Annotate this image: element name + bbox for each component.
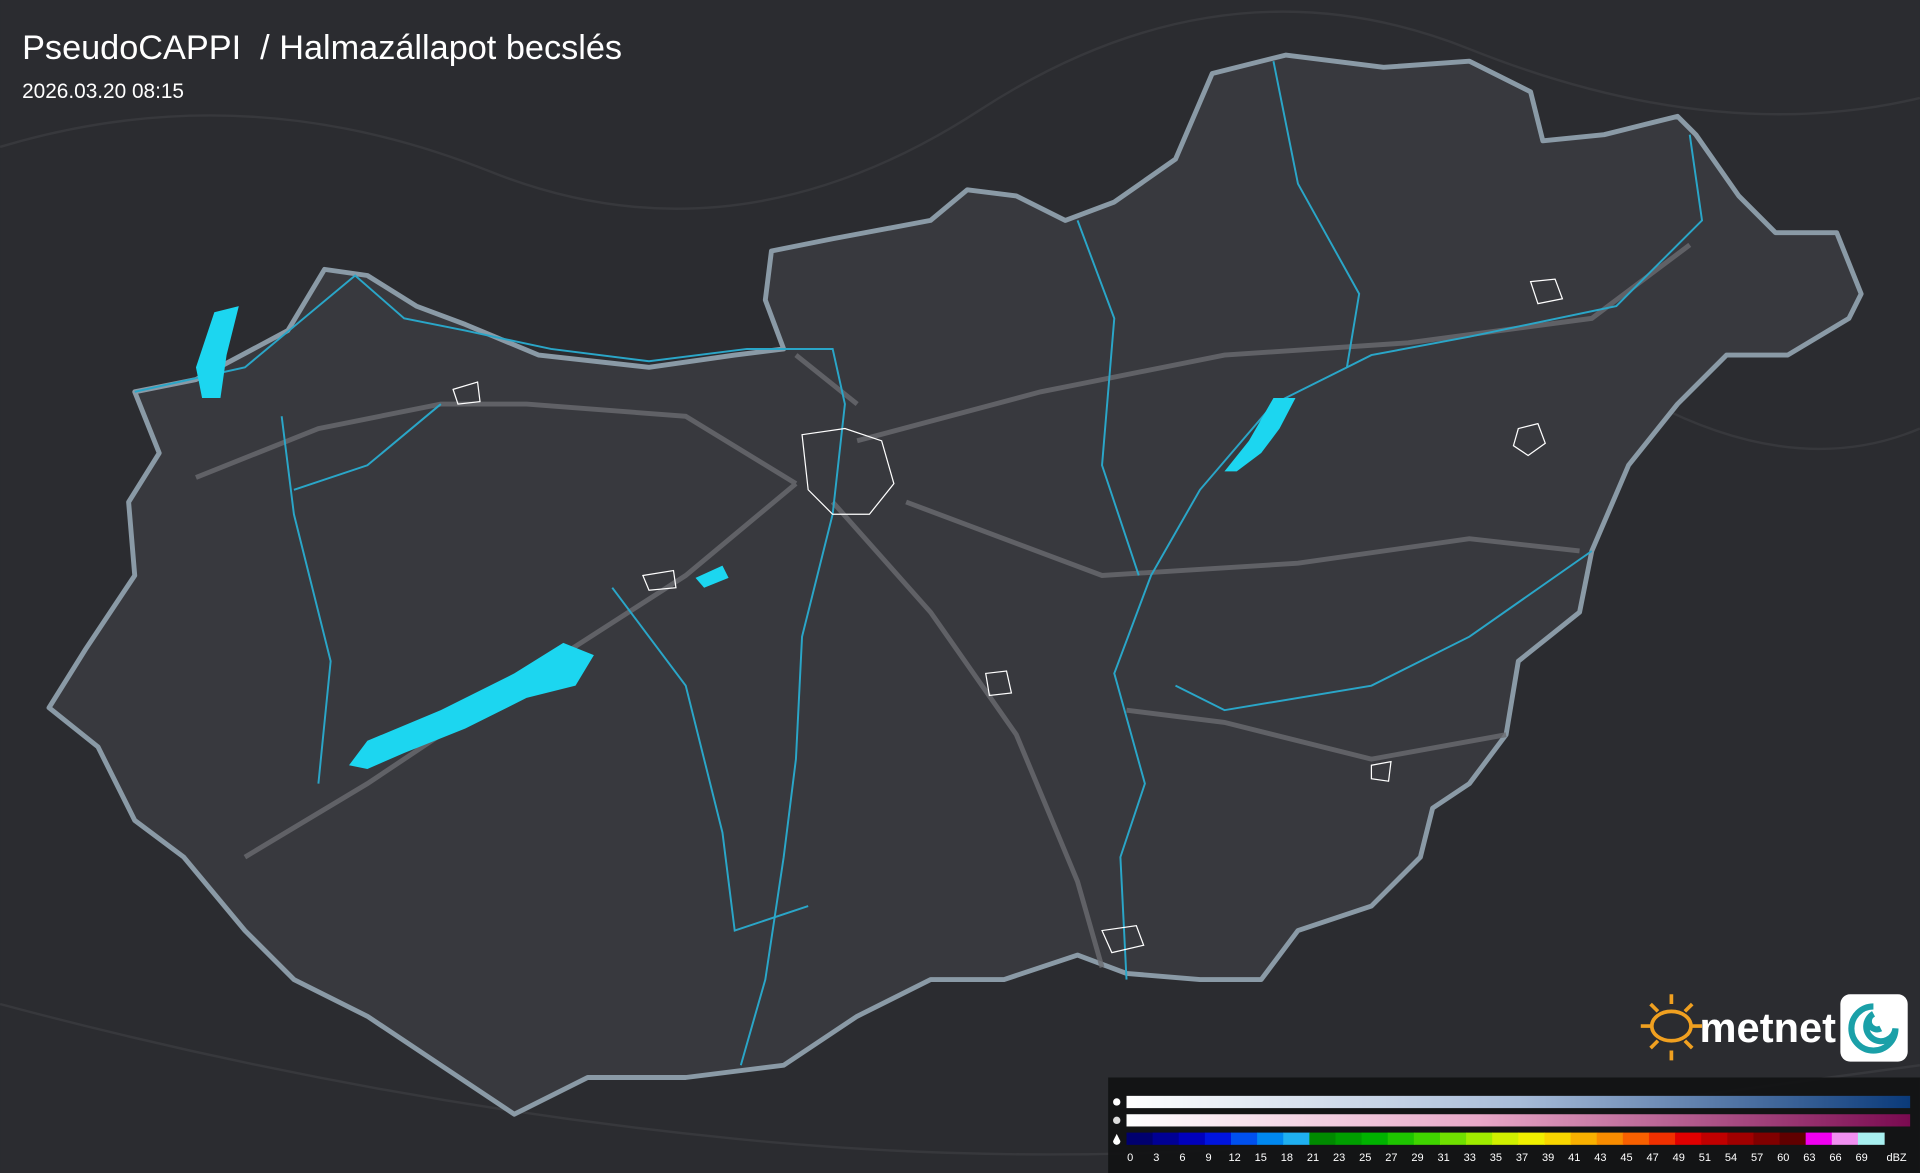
- legend-label: 49: [1673, 1152, 1685, 1164]
- rain-swatch: [1596, 1132, 1624, 1145]
- country-shape: [46, 52, 1864, 1117]
- legend-label: 12: [1229, 1152, 1241, 1164]
- rain-swatch: [1648, 1132, 1676, 1145]
- rain-swatch: [1439, 1132, 1467, 1145]
- town-outlines: [452, 278, 1564, 954]
- legend-label: 23: [1333, 1152, 1345, 1164]
- snow-icon: [1113, 1098, 1121, 1106]
- rain-swatch: [1204, 1132, 1232, 1145]
- legend-label: 41: [1568, 1152, 1580, 1164]
- legend-label: 6: [1179, 1152, 1185, 1164]
- rain-swatch: [1283, 1132, 1310, 1145]
- rain-swatch: [1753, 1132, 1781, 1145]
- brand-name: metnet: [1700, 1004, 1837, 1051]
- rain-swatch: [1178, 1132, 1206, 1145]
- mixed-scale: [1126, 1114, 1911, 1127]
- rain-swatch: [1335, 1132, 1363, 1145]
- rain-swatch: [1805, 1132, 1833, 1145]
- snow-scale: [1126, 1095, 1911, 1109]
- legend-label: 51: [1699, 1152, 1711, 1164]
- mixed-icon: [1113, 1116, 1121, 1125]
- legend-unit: dBZ: [1886, 1152, 1906, 1164]
- legend-label: 27: [1385, 1152, 1397, 1164]
- rain-swatch: [1413, 1132, 1441, 1145]
- rain-swatch: [1727, 1132, 1755, 1145]
- legend-label: 15: [1255, 1152, 1267, 1164]
- legend-label: 54: [1725, 1152, 1737, 1164]
- rain-swatch: [1518, 1132, 1546, 1145]
- legend-label: 57: [1751, 1152, 1763, 1164]
- legend-label: 45: [1620, 1152, 1632, 1164]
- rain-icon: [1113, 1133, 1121, 1145]
- legend-label: 25: [1359, 1152, 1371, 1164]
- legend-label: 31: [1438, 1152, 1450, 1164]
- rain-swatch: [1126, 1132, 1154, 1145]
- rain-swatch: [1466, 1132, 1493, 1145]
- rivers: [134, 61, 1704, 1066]
- legend-label: 35: [1490, 1152, 1502, 1164]
- legend-label: 69: [1855, 1152, 1867, 1164]
- legend-label: 3: [1153, 1152, 1159, 1164]
- rain-swatch: [1492, 1132, 1519, 1145]
- legend-label: 21: [1307, 1152, 1319, 1164]
- rain-swatch: [1570, 1132, 1598, 1145]
- rain-swatch: [1361, 1132, 1389, 1145]
- legend-label: 18: [1281, 1152, 1293, 1164]
- precipitation: [195, 306, 1296, 769]
- rain-swatch: [1544, 1132, 1572, 1145]
- rain-swatch: [1831, 1132, 1859, 1145]
- rain-swatch: [1675, 1132, 1702, 1145]
- legend-label: 0: [1127, 1152, 1133, 1164]
- rain-swatch: [1622, 1132, 1650, 1145]
- legend: 0 3 6 9 12 15 18 21 23 25 27 29 31 33 35 37 39 41 43 45 47 49…: [1108, 1077, 1920, 1173]
- legend-label: 43: [1594, 1152, 1606, 1164]
- legend-label: 9: [1205, 1152, 1211, 1164]
- legend-label: 63: [1803, 1152, 1815, 1164]
- rain-swatch: [1857, 1132, 1885, 1145]
- timestamp: 2026.03.20 08:15: [22, 80, 184, 103]
- rain-swatch: [1257, 1132, 1284, 1145]
- brand-logo: metnet: [1640, 994, 1908, 1062]
- legend-label: 39: [1542, 1152, 1554, 1164]
- legend-label: 60: [1777, 1152, 1789, 1164]
- title: PseudoCAPPI / Halmazállapot becslés: [22, 29, 622, 67]
- rain-swatch: [1387, 1132, 1415, 1145]
- legend-label: 29: [1411, 1152, 1423, 1164]
- rain-swatch: [1701, 1132, 1728, 1145]
- rain-swatch: [1779, 1132, 1807, 1145]
- rain-swatch: [1309, 1132, 1337, 1145]
- rain-swatch: [1152, 1132, 1180, 1145]
- legend-label: 33: [1464, 1152, 1476, 1164]
- legend-label: 47: [1646, 1152, 1658, 1164]
- legend-label: 37: [1516, 1152, 1528, 1164]
- legend-label: 66: [1829, 1152, 1841, 1164]
- rain-swatch: [1231, 1132, 1258, 1145]
